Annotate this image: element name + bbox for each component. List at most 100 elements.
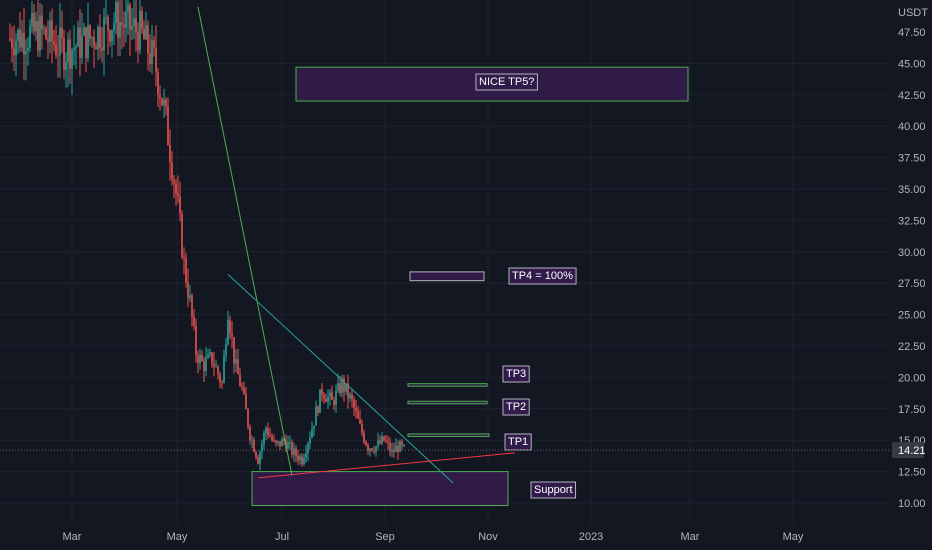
candle xyxy=(277,440,279,447)
candle xyxy=(65,51,67,88)
candle xyxy=(219,371,221,388)
candle xyxy=(211,351,213,368)
candle xyxy=(93,29,95,68)
candle xyxy=(145,11,147,41)
time-tick-label: Sep xyxy=(375,531,395,543)
time-tick-label: Mar xyxy=(63,531,82,543)
trendline-descending-resistance[interactable] xyxy=(227,274,454,484)
zone-box[interactable] xyxy=(409,271,485,282)
candle xyxy=(313,425,315,437)
candle xyxy=(347,374,349,409)
candle xyxy=(179,181,181,222)
zone-box[interactable] xyxy=(407,383,488,387)
candle xyxy=(195,318,197,363)
price-tick-label: 42.50 xyxy=(898,90,926,102)
candle xyxy=(319,389,321,414)
zone-tp4-100[interactable]: TP4 = 100% xyxy=(409,267,577,285)
candle xyxy=(357,405,359,419)
candle xyxy=(309,431,311,450)
candle xyxy=(237,348,239,375)
candle xyxy=(99,14,101,59)
candle xyxy=(77,20,79,48)
candle xyxy=(33,4,35,36)
candle xyxy=(241,382,243,391)
candle xyxy=(75,43,77,69)
zone-box[interactable] xyxy=(407,433,490,437)
zone-label: TP2 xyxy=(506,401,526,413)
time-tick-label: May xyxy=(167,531,188,543)
trendline-long-downtrend[interactable] xyxy=(197,6,293,476)
price-tick-label: 30.00 xyxy=(898,247,926,259)
time-axis-panel[interactable] xyxy=(0,525,932,550)
candle xyxy=(387,435,389,450)
price-tick-label: 20.00 xyxy=(898,372,926,384)
candle xyxy=(289,435,291,450)
zone-label-box xyxy=(508,267,577,285)
price-tick-label: 45.00 xyxy=(898,58,926,70)
candle xyxy=(299,453,301,466)
candle-layer xyxy=(9,0,405,471)
zone-label: TP1 xyxy=(508,436,528,448)
zone-support[interactable]: Support xyxy=(251,471,577,507)
candle xyxy=(31,0,33,33)
candle xyxy=(239,367,241,387)
candle xyxy=(311,421,313,439)
candle xyxy=(341,374,343,398)
zone-label: TP3 xyxy=(506,368,526,380)
candle xyxy=(73,25,75,66)
zone-tp3[interactable]: TP3 xyxy=(407,365,530,387)
candle xyxy=(171,151,173,186)
zone-label-box xyxy=(475,73,538,91)
candle xyxy=(23,8,25,81)
time-tick-label: Nov xyxy=(478,531,498,543)
candle xyxy=(303,453,305,466)
price-tick-label: 12.50 xyxy=(898,467,926,479)
candle xyxy=(101,27,103,63)
candle xyxy=(135,0,137,52)
candle xyxy=(49,11,51,54)
candle xyxy=(29,19,31,53)
candle xyxy=(255,450,257,460)
candle xyxy=(213,351,215,377)
candle xyxy=(197,350,199,374)
candle xyxy=(127,0,129,35)
zone-box[interactable] xyxy=(251,471,509,507)
candle xyxy=(129,2,131,56)
zone-nice-tp5[interactable]: NICE TP5? xyxy=(295,66,689,102)
candle xyxy=(349,392,351,402)
candle xyxy=(381,431,383,446)
candle xyxy=(17,27,19,55)
zone-label: TP4 = 100% xyxy=(512,270,573,282)
candle xyxy=(131,7,133,41)
price-axis-panel[interactable] xyxy=(890,0,932,525)
candle xyxy=(81,12,83,64)
candle xyxy=(331,385,333,400)
zone-box[interactable] xyxy=(407,400,488,405)
candle xyxy=(323,391,325,404)
candle xyxy=(259,449,261,471)
candle xyxy=(379,435,381,445)
candle xyxy=(391,442,393,458)
candle xyxy=(67,32,69,88)
candle xyxy=(95,42,97,50)
candle xyxy=(147,20,149,71)
trendline-ascending-support[interactable] xyxy=(257,452,516,479)
time-tick-label: 2023 xyxy=(579,531,603,543)
zone-label: NICE TP5? xyxy=(479,76,534,88)
candle xyxy=(353,396,355,416)
candle xyxy=(155,25,157,87)
candle xyxy=(203,356,205,382)
candle xyxy=(215,360,217,368)
zone-tp1[interactable]: TP1 xyxy=(407,433,532,451)
price-tick-label: 22.50 xyxy=(898,341,926,353)
candle xyxy=(325,393,327,403)
candle xyxy=(233,337,235,374)
candle xyxy=(385,434,387,444)
candle xyxy=(25,39,27,81)
candle xyxy=(293,442,295,462)
zone-tp2[interactable]: TP2 xyxy=(407,398,530,416)
candle xyxy=(159,85,161,111)
candle xyxy=(245,386,247,410)
